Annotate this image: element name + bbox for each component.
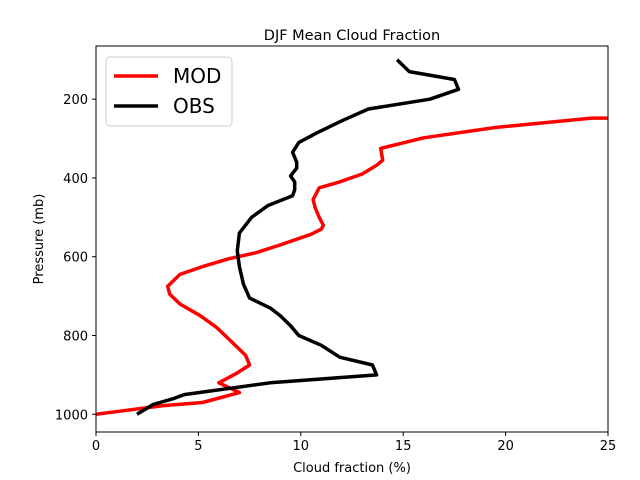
y-tick-label: 400 xyxy=(63,172,88,187)
x-tick-label: 10 xyxy=(293,439,310,454)
legend-label-obs: OBS xyxy=(173,94,215,118)
x-tick-label: 20 xyxy=(497,439,514,454)
x-tick-label: 5 xyxy=(194,439,202,454)
x-tick-label: 0 xyxy=(92,439,100,454)
y-axis-label: Pressure (mb) xyxy=(32,194,47,285)
legend: MOD OBS xyxy=(105,56,233,127)
y-tick-label: 1000 xyxy=(55,408,88,423)
legend-label-mod: MOD xyxy=(173,64,221,88)
plot-content xyxy=(96,58,608,417)
y-tick-label: 600 xyxy=(63,251,88,266)
series-line-obs xyxy=(136,58,461,416)
x-tick-label: 25 xyxy=(600,439,617,454)
y-tick-label: 200 xyxy=(63,93,88,108)
y-axis: 200 400 600 800 1000 xyxy=(55,93,96,423)
x-tick-label: 15 xyxy=(395,439,412,454)
plot-frame xyxy=(95,45,609,433)
x-axis: 0 5 10 15 20 25 xyxy=(92,432,616,454)
x-axis-label: Cloud fraction (%) xyxy=(293,461,411,476)
y-tick-label: 800 xyxy=(63,330,88,345)
series-line-mod xyxy=(96,116,608,417)
chart-title: DJF Mean Cloud Fraction xyxy=(264,28,440,44)
